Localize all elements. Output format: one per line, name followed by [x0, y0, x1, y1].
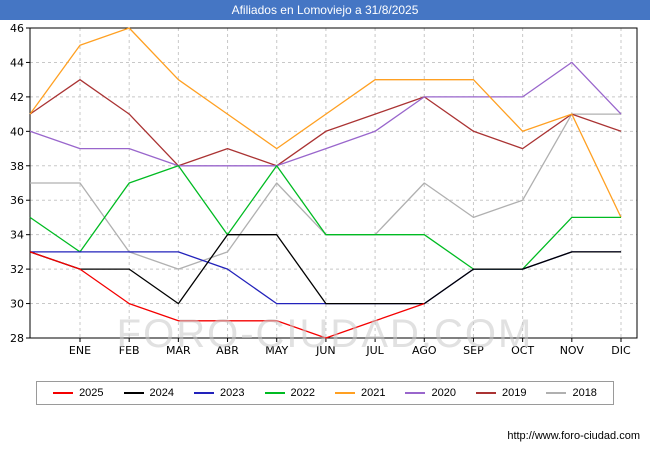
series-2025-line [29, 251, 425, 339]
legend-item-2025: 2025 [53, 387, 104, 399]
legend-item-2021: 2021 [335, 387, 385, 399]
legend-swatch-2025 [53, 392, 74, 394]
x-tick-label: JUN [315, 344, 336, 357]
legend-item-2018: 2018 [546, 387, 597, 399]
legend-swatch-2019 [475, 392, 496, 394]
x-tick-label: OCT [511, 344, 534, 357]
series-2022-line [29, 165, 621, 270]
x-tick-label: NOV [560, 344, 585, 357]
series-2019-line [29, 79, 622, 167]
x-tick-label: MAR [166, 344, 191, 357]
legend-item-2020: 2020 [405, 387, 456, 399]
page-title: Afiliados en Lomoviejo a 31/8/2025 [0, 0, 650, 20]
legend-label-2022: 2022 [290, 387, 315, 399]
x-tick-label: JUL [365, 344, 384, 357]
legend: 2025 2024 2023 2022 2021 2020 2019 2018 [36, 381, 614, 405]
legend-item-2024: 2024 [123, 387, 175, 399]
x-tick-label: ABR [216, 344, 239, 357]
legend-label-2020: 2020 [431, 387, 456, 399]
legend-swatch-2023 [194, 392, 215, 394]
y-tick-label: 32 [10, 263, 24, 276]
legend-label-2021: 2021 [361, 387, 386, 399]
y-tick-label: 36 [10, 194, 24, 207]
legend-swatch-2024 [123, 392, 144, 394]
y-tick-label: 38 [10, 160, 24, 173]
y-tick-label: 34 [10, 229, 24, 242]
legend-item-2022: 2022 [264, 387, 315, 399]
footer-url[interactable]: http://www.foro-ciudad.com [507, 430, 640, 442]
series-2024-line [29, 234, 621, 305]
x-tick-label: FEB [119, 344, 140, 357]
y-tick-label: 42 [10, 91, 24, 104]
legend-label-2018: 2018 [572, 387, 597, 399]
y-tick-label: 40 [10, 125, 24, 138]
y-tick-label: 46 [10, 22, 24, 35]
legend-swatch-2022 [264, 392, 285, 394]
legend-swatch-2021 [335, 392, 355, 394]
series-2021-line [29, 27, 622, 218]
x-tick-label: ENE [69, 344, 91, 357]
legend-item-2023: 2023 [194, 387, 245, 399]
legend-swatch-2020 [405, 392, 426, 394]
y-tick-label: 44 [10, 56, 24, 69]
x-tick-label: AGO [412, 344, 437, 357]
legend-label-2024: 2024 [149, 387, 175, 399]
legend-swatch-2018 [546, 392, 567, 394]
legend-label-2023: 2023 [220, 387, 245, 399]
x-tick-label: MAY [265, 344, 288, 357]
legend-label-2019: 2019 [501, 387, 527, 399]
y-tick-label: 28 [10, 332, 24, 345]
x-tick-label: SEP [463, 344, 484, 357]
x-tick-label: DIC [611, 344, 631, 357]
legend-item-2019: 2019 [475, 387, 527, 399]
chart-area: 28 30 32 34 36 38 40 42 44 46 ENE FEB MAR ABR MAY JUN JU… [0, 20, 650, 370]
affiliates-line-chart: 28 30 32 34 36 38 40 42 44 46 ENE FEB MAR ABR MAY JUN JU… [10, 22, 638, 357]
plot-border [29, 27, 638, 339]
y-tick-label: 30 [10, 298, 24, 311]
legend-label-2025: 2025 [79, 387, 104, 399]
series-2020-line [29, 61, 622, 167]
